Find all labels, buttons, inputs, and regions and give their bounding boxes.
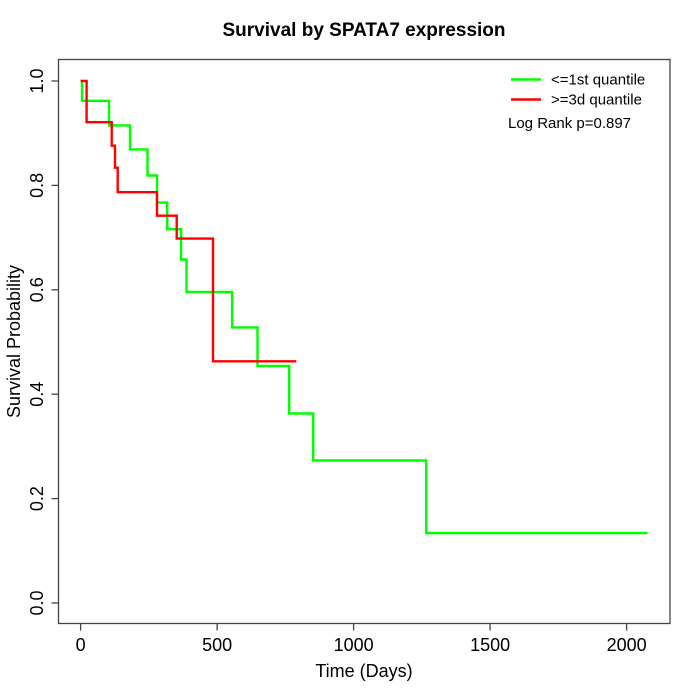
- y-tick-label: 0.8: [27, 173, 47, 198]
- x-axis: 0 500 1000 1500 2000: [76, 623, 647, 655]
- legend-label-high-expression: >=3d quantile: [551, 92, 642, 109]
- y-tick-label: 1.0: [27, 68, 47, 93]
- x-tick-label: 2000: [607, 635, 647, 655]
- survival-curves: [80, 79, 648, 535]
- chart-title: Survival by SPATA7 expression: [223, 20, 506, 41]
- log-rank-annotation: Log Rank p=0.897: [508, 115, 631, 132]
- y-axis: 0.0 0.2 0.4 0.6 0.8 1.0: [27, 68, 59, 616]
- km-curve-low-expression: [80, 79, 648, 535]
- y-axis-label: Survival Probability: [4, 265, 24, 418]
- x-tick-label: 500: [202, 635, 232, 655]
- x-tick-label: 1500: [470, 635, 510, 655]
- x-tick-label: 0: [76, 635, 86, 655]
- plot-border: [57, 58, 671, 625]
- legend: <=1st quantile >=3d quantile Log Rank p=…: [508, 72, 645, 133]
- y-tick-label: 0.2: [27, 486, 47, 511]
- x-tick-label: 1000: [334, 635, 374, 655]
- x-axis-label: Time (Days): [315, 661, 412, 681]
- y-tick-label: 0.0: [27, 590, 47, 615]
- y-tick-label: 0.4: [27, 382, 47, 407]
- km-curve-high-expression: [80, 79, 297, 363]
- legend-label-low-expression: <=1st quantile: [551, 72, 645, 89]
- y-tick-label: 0.6: [27, 277, 47, 302]
